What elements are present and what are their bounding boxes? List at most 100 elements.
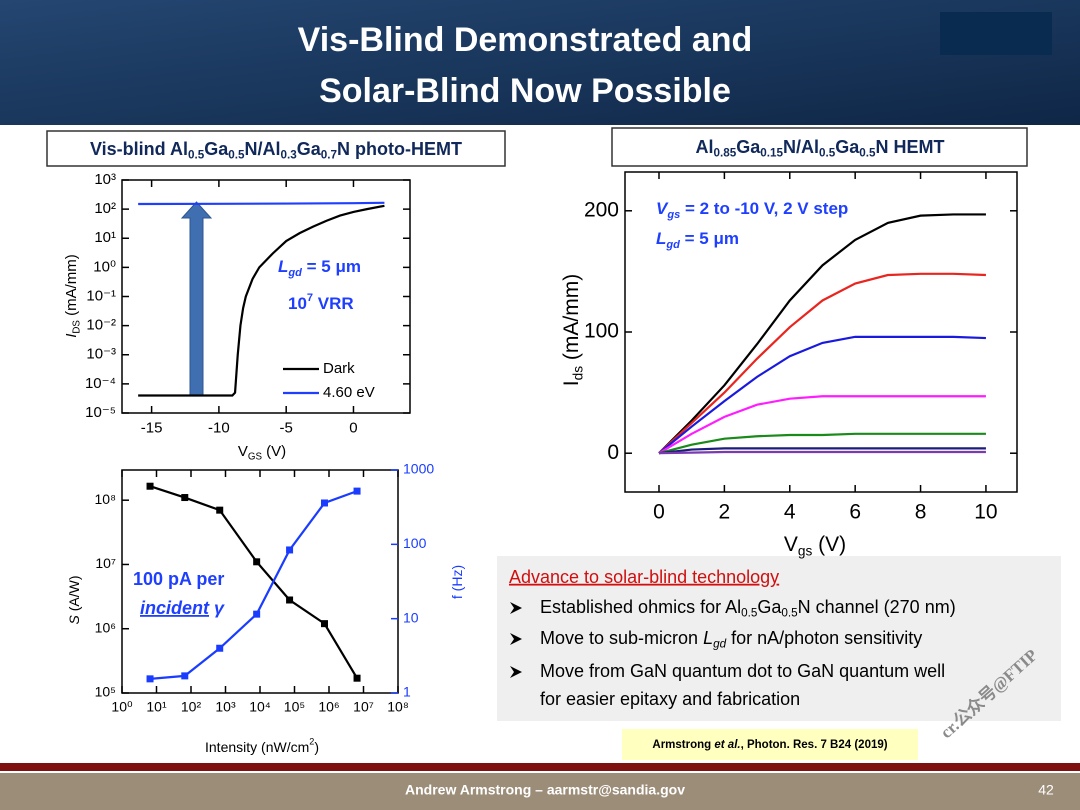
- text-run: gd: [713, 637, 727, 650]
- chart-title-box: [46, 130, 506, 167]
- series-line: [658, 395, 986, 455]
- text-run: 0.3: [281, 148, 298, 161]
- arrow: [180, 201, 213, 396]
- annotation: Lgd = 5 μm: [656, 229, 739, 251]
- text-run: γ: [209, 598, 225, 618]
- text-run: Intensity (nW/cm: [205, 739, 309, 755]
- y2-tick-label: 1000: [403, 461, 434, 477]
- text-run: I: [63, 334, 80, 338]
- point: [253, 610, 261, 618]
- annotation: Lgd = 5 μm: [278, 257, 361, 279]
- y-tick-label: 10⁻¹: [86, 287, 116, 304]
- text-run: I: [560, 380, 583, 386]
- page-number: 42: [1038, 782, 1054, 798]
- point: [286, 546, 294, 554]
- point: [253, 558, 261, 566]
- text-run: 7: [307, 292, 313, 304]
- text-run: L: [703, 628, 713, 648]
- text-run: et al.: [714, 739, 740, 751]
- plot-frame: [121, 179, 411, 414]
- x-axis-label: VGS (V): [238, 443, 286, 462]
- x-tick-label: 10⁶: [318, 699, 339, 715]
- x-tick-label: 2: [719, 500, 731, 523]
- x-tick-label: 10: [974, 500, 997, 523]
- series-line: [658, 335, 986, 455]
- text-run: (V): [262, 443, 286, 460]
- text-run: Vis-blind Al: [90, 139, 188, 159]
- bullet-marker: [510, 602, 522, 614]
- x-tick-label: 0: [653, 500, 665, 523]
- y-axis-label: IDS (mA/mm): [63, 254, 82, 338]
- y-tick-label: 10⁷: [95, 555, 116, 571]
- x-tick-label: 10⁴: [249, 699, 271, 715]
- x-tick-label: 10⁸: [387, 699, 409, 715]
- text-run: Al: [695, 137, 713, 157]
- y-tick-label: 10⁻⁴: [85, 375, 116, 392]
- footer-band: [0, 773, 1080, 810]
- y2-tick-label: 100: [403, 535, 427, 551]
- bullet-marker: [510, 633, 522, 645]
- y-tick-label: 10⁶: [95, 619, 116, 635]
- y-axis-label: S (A/W): [66, 576, 82, 625]
- y-tick-label: 200: [584, 198, 619, 221]
- y-tick-label: 100: [584, 320, 619, 343]
- plot-frame: [624, 171, 1018, 493]
- text-run: 0.5: [781, 606, 798, 619]
- point: [353, 487, 361, 495]
- x-axis-label: Intensity (nW/cm2): [205, 737, 319, 755]
- x-tick-label: 0: [349, 420, 357, 437]
- text-run: V: [238, 443, 248, 460]
- y2-axis-label: f (Hz): [449, 565, 465, 599]
- point: [181, 494, 189, 502]
- text-run: 0.5: [859, 146, 876, 159]
- x-axis-label: Vgs (V): [784, 533, 846, 558]
- point: [216, 506, 224, 514]
- y-tick-label: 10⁻²: [86, 317, 116, 334]
- text-run: VRR: [313, 294, 354, 313]
- text-run: 0.85: [713, 146, 736, 159]
- legend-label: Dark: [323, 360, 355, 377]
- header-band: [0, 0, 1080, 125]
- y-tick-label: 10⁵: [95, 684, 116, 700]
- y-tick-label: 10²: [94, 200, 116, 217]
- text-run: N photo-HEMT: [337, 139, 462, 159]
- series-line: [658, 450, 986, 455]
- text-run: V: [784, 533, 798, 556]
- text-run: 0.7: [321, 148, 337, 161]
- text-run: ds: [570, 366, 585, 381]
- x-tick-label: -5: [280, 420, 293, 437]
- annotation: 107 VRR: [288, 292, 354, 313]
- x-tick-label: -10: [208, 420, 230, 437]
- text-run: Ga: [835, 137, 860, 157]
- y2-tick-label: 1: [403, 684, 411, 700]
- chart-title-box: [611, 127, 1028, 167]
- annotation: 100 pA per: [133, 569, 224, 589]
- y-tick-label: 10³: [94, 171, 116, 188]
- text-run: L: [656, 229, 666, 248]
- footer-rule: [0, 763, 1080, 771]
- x-tick-label: 4: [784, 500, 796, 523]
- notes-box: [497, 556, 1061, 721]
- text-run: gs: [798, 543, 813, 558]
- text-run: Established ohmics for Al: [540, 597, 741, 617]
- point: [286, 596, 294, 604]
- y-tick-label: 10⁻⁵: [85, 404, 116, 421]
- header-box: [940, 12, 1052, 55]
- text-run: = 2 to -10 V, 2 V step: [680, 199, 848, 218]
- slide-title: Solar-Blind Now Possible: [319, 72, 731, 110]
- annotation: incident γ: [140, 598, 225, 618]
- text-run: = 5 μm: [680, 229, 739, 248]
- y2-tick-label: 10: [403, 609, 419, 625]
- x-tick-label: 10²: [181, 699, 202, 715]
- text-run: 10: [288, 294, 307, 313]
- text-run: 0.15: [760, 146, 783, 159]
- y-tick-label: 0: [607, 441, 619, 464]
- citation: Armstrong et al., Photon. Res. 7 B24 (20…: [652, 739, 887, 751]
- bullet-text: Move from GaN quantum dot to GaN quantum…: [540, 661, 945, 681]
- legend-label: 4.60 eV: [323, 384, 375, 401]
- text-run: 0.5: [228, 148, 245, 161]
- text-run: (A/W): [66, 576, 82, 616]
- y-axis-label: Ids (mA/mm): [560, 274, 585, 386]
- text-run: S: [66, 615, 82, 625]
- y-tick-label: 10⁸: [95, 491, 117, 507]
